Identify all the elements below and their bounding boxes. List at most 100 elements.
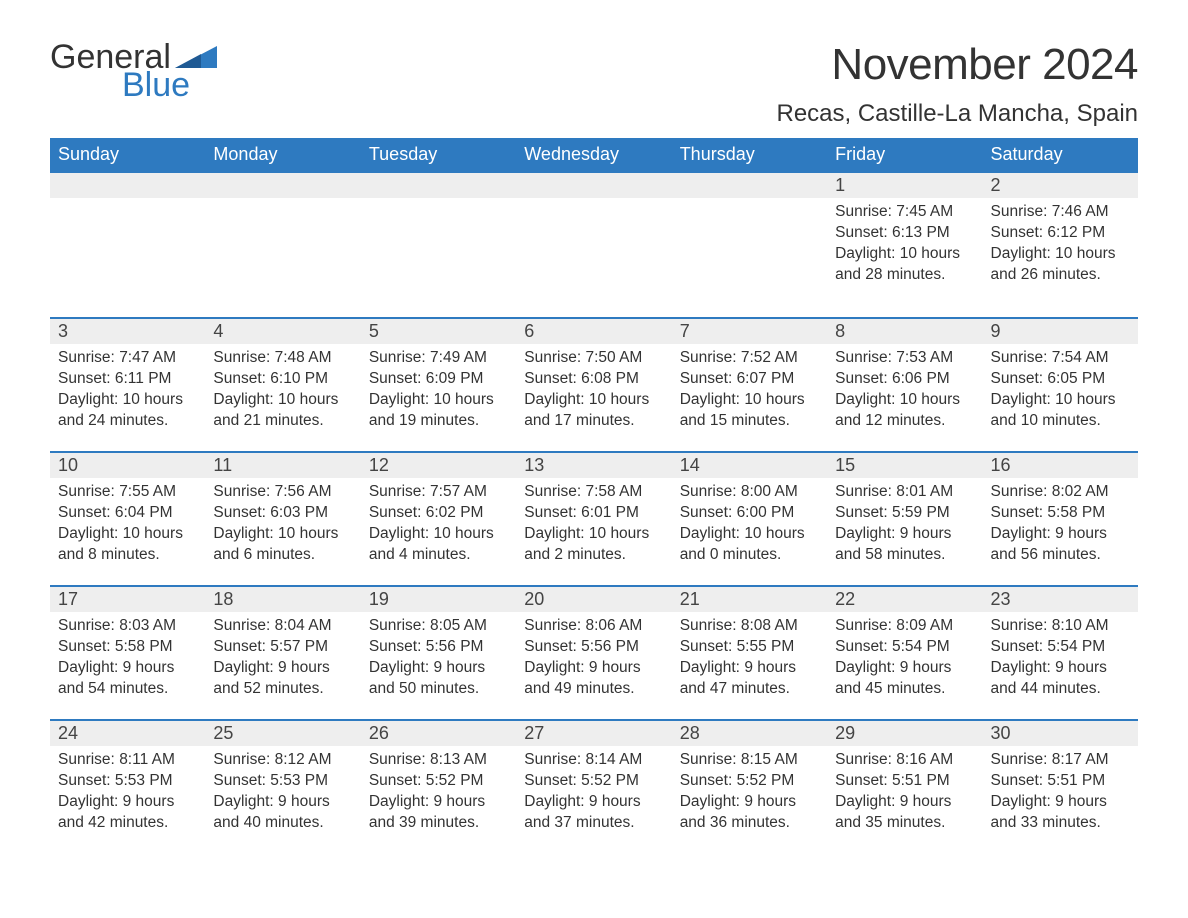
daylight-label: Daylight: (991, 793, 1051, 810)
day-number: 30 (983, 721, 1138, 746)
day-details: Sunrise: 7:45 AMSunset: 6:13 PMDaylight:… (827, 198, 982, 286)
daylight-line: Daylight: 9 hours and 58 minutes. (835, 524, 974, 566)
sunset-label: Sunset: (835, 370, 888, 387)
sunset-line: Sunset: 6:04 PM (58, 503, 197, 524)
sunset-label: Sunset: (991, 504, 1044, 521)
weekday-header: Tuesday (361, 138, 516, 171)
daylight-line: Daylight: 9 hours and 45 minutes. (835, 658, 974, 700)
day-details: Sunrise: 8:09 AMSunset: 5:54 PMDaylight:… (827, 612, 982, 700)
daylight-line: Daylight: 10 hours and 8 minutes. (58, 524, 197, 566)
sunrise-label: Sunrise: (835, 751, 892, 768)
weekday-header: Saturday (983, 138, 1138, 171)
day-cell: 8Sunrise: 7:53 AMSunset: 6:06 PMDaylight… (827, 319, 982, 451)
day-number: 8 (827, 319, 982, 344)
daylight-line: Daylight: 9 hours and 42 minutes. (58, 792, 197, 834)
sunrise-value: 8:15 AM (741, 751, 798, 768)
sunset-label: Sunset: (369, 504, 422, 521)
day-number: 7 (672, 319, 827, 344)
sunset-label: Sunset: (991, 224, 1044, 241)
sunset-label: Sunset: (369, 772, 422, 789)
sunrise-value: 8:12 AM (275, 751, 332, 768)
sunrise-line: Sunrise: 7:46 AM (991, 202, 1130, 223)
sunset-line: Sunset: 6:12 PM (991, 223, 1130, 244)
sunrise-label: Sunrise: (524, 751, 581, 768)
sunrise-line: Sunrise: 8:16 AM (835, 750, 974, 771)
day-details: Sunrise: 8:06 AMSunset: 5:56 PMDaylight:… (516, 612, 671, 700)
week-row: 24Sunrise: 8:11 AMSunset: 5:53 PMDayligh… (50, 719, 1138, 853)
sunrise-value: 7:52 AM (741, 349, 798, 366)
sunrise-value: 8:16 AM (896, 751, 953, 768)
sunset-line: Sunset: 5:53 PM (58, 771, 197, 792)
daylight-line: Daylight: 9 hours and 47 minutes. (680, 658, 819, 700)
day-number (205, 173, 360, 198)
sunrise-label: Sunrise: (991, 751, 1048, 768)
daylight-line: Daylight: 10 hours and 10 minutes. (991, 390, 1130, 432)
sunrise-label: Sunrise: (680, 349, 737, 366)
day-number: 5 (361, 319, 516, 344)
day-cell: 10Sunrise: 7:55 AMSunset: 6:04 PMDayligh… (50, 453, 205, 585)
sunrise-value: 7:57 AM (430, 483, 487, 500)
sunset-value: 5:54 PM (892, 638, 950, 655)
daylight-label: Daylight: (835, 525, 895, 542)
sunset-label: Sunset: (58, 638, 111, 655)
sunset-label: Sunset: (835, 224, 888, 241)
sunrise-label: Sunrise: (835, 349, 892, 366)
daylight-label: Daylight: (369, 391, 429, 408)
day-number: 3 (50, 319, 205, 344)
week-row: 10Sunrise: 7:55 AMSunset: 6:04 PMDayligh… (50, 451, 1138, 585)
sunset-value: 6:02 PM (426, 504, 484, 521)
calendar: SundayMondayTuesdayWednesdayThursdayFrid… (50, 138, 1138, 853)
sunset-label: Sunset: (213, 772, 266, 789)
day-details: Sunrise: 7:53 AMSunset: 6:06 PMDaylight:… (827, 344, 982, 432)
sunrise-value: 7:46 AM (1052, 203, 1109, 220)
sunset-label: Sunset: (680, 504, 733, 521)
sunrise-value: 8:11 AM (119, 751, 175, 768)
day-cell: 13Sunrise: 7:58 AMSunset: 6:01 PMDayligh… (516, 453, 671, 585)
day-cell: 9Sunrise: 7:54 AMSunset: 6:05 PMDaylight… (983, 319, 1138, 451)
week-row: 17Sunrise: 8:03 AMSunset: 5:58 PMDayligh… (50, 585, 1138, 719)
title-block: November 2024 Recas, Castille-La Mancha,… (776, 40, 1138, 128)
day-number: 21 (672, 587, 827, 612)
sunrise-line: Sunrise: 7:57 AM (369, 482, 508, 503)
day-number: 12 (361, 453, 516, 478)
sunset-value: 6:04 PM (115, 504, 173, 521)
sunrise-value: 8:13 AM (430, 751, 487, 768)
day-cell: 15Sunrise: 8:01 AMSunset: 5:59 PMDayligh… (827, 453, 982, 585)
sunrise-label: Sunrise: (991, 617, 1048, 634)
day-number: 10 (50, 453, 205, 478)
sunset-value: 5:52 PM (426, 772, 484, 789)
sunset-line: Sunset: 5:52 PM (524, 771, 663, 792)
sunrise-value: 7:50 AM (585, 349, 642, 366)
sunrise-line: Sunrise: 8:17 AM (991, 750, 1130, 771)
sunset-value: 6:10 PM (270, 370, 328, 387)
sunrise-line: Sunrise: 8:11 AM (58, 750, 197, 771)
day-details: Sunrise: 7:57 AMSunset: 6:02 PMDaylight:… (361, 478, 516, 566)
day-cell: 17Sunrise: 8:03 AMSunset: 5:58 PMDayligh… (50, 587, 205, 719)
sunrise-label: Sunrise: (58, 349, 115, 366)
day-cell: 24Sunrise: 8:11 AMSunset: 5:53 PMDayligh… (50, 721, 205, 853)
day-number: 25 (205, 721, 360, 746)
sunset-line: Sunset: 5:55 PM (680, 637, 819, 658)
sunrise-value: 8:08 AM (741, 617, 798, 634)
sunset-value: 5:56 PM (426, 638, 484, 655)
sunrise-line: Sunrise: 7:54 AM (991, 348, 1130, 369)
sunrise-label: Sunrise: (524, 349, 581, 366)
daylight-line: Daylight: 9 hours and 36 minutes. (680, 792, 819, 834)
location: Recas, Castille-La Mancha, Spain (776, 100, 1138, 128)
sunset-value: 6:13 PM (892, 224, 950, 241)
daylight-label: Daylight: (991, 245, 1051, 262)
sunrise-line: Sunrise: 7:50 AM (524, 348, 663, 369)
sunset-label: Sunset: (991, 638, 1044, 655)
header: General Blue November 2024 Recas, Castil… (50, 40, 1138, 128)
sunset-line: Sunset: 6:07 PM (680, 369, 819, 390)
daylight-label: Daylight: (213, 659, 273, 676)
sunset-value: 6:09 PM (426, 370, 484, 387)
sunrise-label: Sunrise: (680, 483, 737, 500)
daylight-line: Daylight: 9 hours and 40 minutes. (213, 792, 352, 834)
sunset-value: 6:11 PM (115, 370, 172, 387)
sunrise-line: Sunrise: 7:48 AM (213, 348, 352, 369)
daylight-line: Daylight: 9 hours and 44 minutes. (991, 658, 1130, 700)
sunset-line: Sunset: 5:52 PM (680, 771, 819, 792)
sunset-line: Sunset: 5:59 PM (835, 503, 974, 524)
day-cell: 11Sunrise: 7:56 AMSunset: 6:03 PMDayligh… (205, 453, 360, 585)
